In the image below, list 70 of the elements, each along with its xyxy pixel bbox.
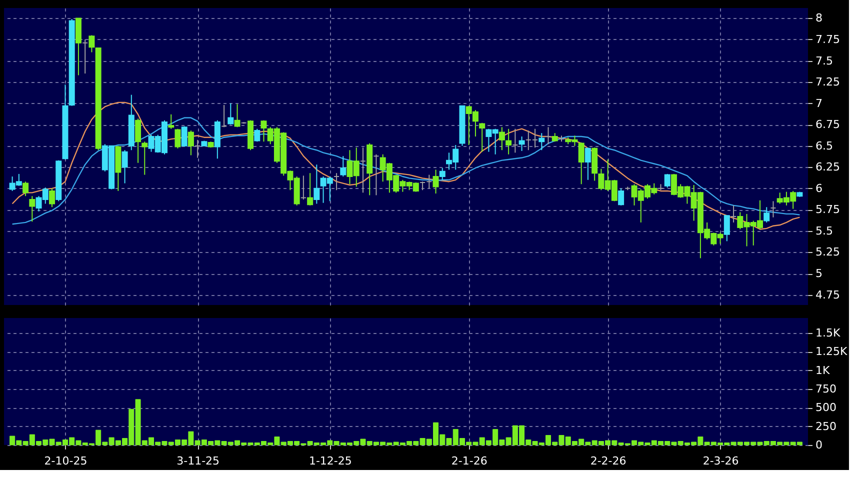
candlestick <box>234 104 240 128</box>
candlestick <box>538 132 545 151</box>
candlestick <box>340 156 346 177</box>
candlestick <box>764 206 770 223</box>
y-tick-label: 1.5K <box>816 326 841 340</box>
y-tick-label: 5.75 <box>816 203 840 216</box>
y-tick-label: 250 <box>816 420 836 433</box>
candlestick <box>439 167 446 180</box>
y-tick-label: 0 <box>816 438 822 452</box>
candlestick <box>307 172 314 206</box>
y-tick-label: 6 <box>816 182 822 195</box>
candlestick <box>730 204 737 223</box>
y-tick-label: 1K <box>816 364 830 377</box>
y-tick-label: 500 <box>816 401 836 414</box>
y-tick-label: 8 <box>816 12 822 25</box>
y-tick-label: 5.5 <box>816 224 833 238</box>
y-tick-label: 6.75 <box>816 118 840 132</box>
y-tick-label: 6.5 <box>816 139 833 152</box>
candlestick <box>512 128 518 154</box>
y-tick-label: 7.25 <box>816 76 840 89</box>
line-series <box>12 117 800 225</box>
candlestick <box>194 139 201 158</box>
x-tick-label: 2-1-26 <box>451 454 488 468</box>
x-tick-label: 2-3-26 <box>702 454 739 468</box>
candlestick <box>135 118 142 164</box>
y-tick-label: 7.5 <box>816 54 833 68</box>
y-tick-label: 7 <box>816 96 822 110</box>
candlestick <box>88 34 95 53</box>
x-tick-label: 1-12-25 <box>308 454 352 468</box>
candlestick <box>122 150 128 184</box>
candlestick <box>373 154 380 196</box>
candlestick <box>188 130 194 156</box>
y-tick-label: 1.25K <box>816 345 848 358</box>
candlestick <box>174 128 181 149</box>
candlestick <box>82 38 88 74</box>
candlestick <box>168 114 174 130</box>
candlestick <box>664 173 670 188</box>
candlestick <box>498 126 505 151</box>
candlestick <box>426 174 432 189</box>
x-tick-label: 2-2-26 <box>590 454 626 468</box>
candlestick <box>479 122 486 152</box>
y-tick-label: 4.75 <box>816 288 840 302</box>
candlestick <box>228 102 234 126</box>
candlestick <box>584 147 591 180</box>
candlestick <box>724 215 730 242</box>
candlestick <box>518 136 525 152</box>
x-tick-label: 3-11-25 <box>176 454 220 468</box>
candlestick <box>545 126 552 145</box>
candlestick <box>221 104 228 128</box>
candlestick <box>29 196 36 222</box>
candlestick <box>254 128 260 142</box>
candlestick <box>334 172 340 191</box>
candlestick <box>506 128 512 155</box>
candlestick <box>314 164 320 204</box>
candlestick <box>22 181 29 197</box>
candlestick <box>432 169 439 194</box>
y-tick-label: 5 <box>816 267 822 280</box>
candlestick <box>260 120 267 142</box>
y-tick-label: 6.25 <box>816 160 840 174</box>
candlestick <box>49 188 56 208</box>
candlestick <box>578 142 584 185</box>
candlestick <box>142 141 148 176</box>
candlestick <box>618 188 624 206</box>
candlestick <box>360 147 366 194</box>
y-tick-label: 750 <box>816 382 836 396</box>
y-tick-label: 7.75 <box>816 32 840 46</box>
y-tick-label: 5.25 <box>816 246 840 259</box>
candlestick <box>300 175 306 200</box>
x-tick-label: 2-10-25 <box>44 454 88 468</box>
candlestick <box>770 200 776 218</box>
